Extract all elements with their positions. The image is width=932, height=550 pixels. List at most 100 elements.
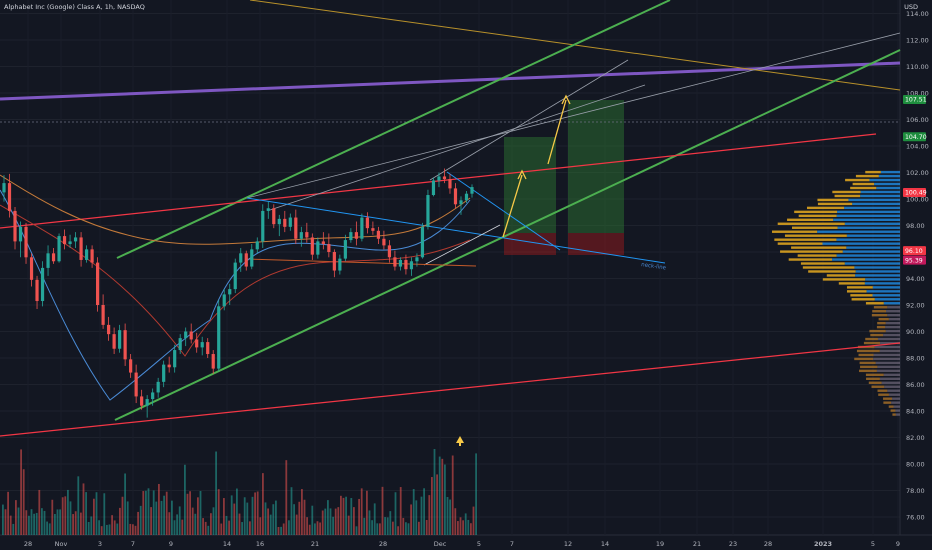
candle-body — [162, 364, 166, 382]
candle-body — [387, 245, 392, 258]
vp-bar-sell — [885, 321, 900, 325]
vp-bar-sell — [874, 182, 900, 186]
vp-bar-sell — [837, 226, 900, 229]
vp-bar-sell — [873, 353, 900, 357]
vp-bar-sell — [888, 317, 900, 321]
y-tick-label: 104.00 — [906, 142, 929, 150]
candle-body — [29, 257, 34, 280]
volume-bar — [48, 523, 51, 535]
volume-bar — [425, 519, 428, 535]
volume-bar — [277, 526, 280, 535]
vp-bar-sell — [836, 254, 900, 257]
y-tick-label: 76.00 — [906, 513, 925, 521]
volume-bar — [288, 520, 290, 535]
candle-body — [316, 241, 320, 255]
vp-bar-sell — [855, 270, 900, 273]
vp-bar-sell — [893, 405, 900, 408]
vp-bar-buy — [859, 369, 877, 373]
volume-bar — [2, 504, 4, 535]
volume-bar — [264, 502, 267, 535]
vp-bar-sell — [886, 310, 900, 313]
y-tick-label: 88.00 — [906, 354, 925, 362]
volume-bar — [59, 509, 61, 535]
volume-bar — [194, 513, 197, 535]
volume-bar — [433, 449, 436, 535]
volume-bar — [33, 513, 35, 535]
candle-body — [222, 294, 226, 307]
volume-bar — [95, 492, 98, 535]
volume-bar — [332, 516, 334, 535]
vp-bar-sell — [822, 242, 900, 245]
vp-bar-buy — [854, 357, 874, 361]
vp-bar-buy — [871, 314, 888, 317]
x-tick-label: 9 — [896, 540, 900, 548]
y-tick-label: 92.00 — [906, 301, 925, 309]
volume-bar — [347, 515, 350, 535]
volume-bar — [340, 495, 342, 535]
x-tick-label: 7 — [510, 540, 514, 548]
vp-bar-buy — [872, 310, 887, 313]
volume-bar — [280, 526, 282, 535]
neckline — [246, 197, 666, 264]
vp-bar-sell — [880, 170, 900, 174]
volume-bar — [418, 521, 420, 535]
vp-bar-sell — [869, 178, 900, 182]
vp-bar-buy — [878, 393, 889, 396]
event-marker-icon — [456, 436, 464, 446]
candle-body — [365, 217, 369, 229]
volume-bar — [93, 498, 95, 535]
volume-bar — [173, 520, 176, 535]
volume-bar — [176, 514, 178, 535]
loss-zone-2 — [568, 233, 624, 255]
vp-bar-buy — [863, 341, 881, 345]
vp-bar-buy — [797, 254, 837, 257]
neckline-label: neck-line — [641, 262, 667, 272]
vp-bar-sell — [848, 198, 900, 202]
volume-bar — [381, 486, 384, 535]
volume-bar — [228, 520, 230, 535]
volume-bar — [410, 504, 412, 535]
volume-bar — [251, 496, 254, 535]
vp-bar-sell — [883, 373, 900, 377]
volume-bar — [399, 487, 402, 535]
vp-bar-buy — [788, 258, 833, 261]
vp-bar-sell — [836, 214, 900, 218]
vp-bar-buy — [892, 413, 896, 416]
vp-bar-buy — [865, 373, 884, 377]
vp-bar-sell — [837, 210, 900, 214]
volume-bar — [431, 477, 433, 535]
volume-bar — [402, 517, 405, 535]
volume-bar — [35, 512, 38, 535]
candle-body — [96, 262, 100, 305]
x-tick-label: 5 — [477, 540, 481, 548]
volume-bar — [298, 501, 301, 535]
volume-bar — [246, 502, 249, 535]
vp-bar-buy — [860, 365, 878, 369]
time-axis[interactable]: 28 Nov 3 7 9 14 16 21 28 Dec 5 7 12 14 19 21 23 28 2023 5 9 — [24, 540, 900, 548]
arrow-projection-1 — [502, 169, 527, 238]
candle-body — [266, 208, 270, 211]
volume-bar — [462, 520, 464, 535]
volume-bar — [22, 469, 25, 535]
vp-bar-buy — [865, 337, 878, 341]
x-tick-label: Dec — [434, 540, 447, 548]
volume-bar — [329, 508, 332, 535]
candle-body — [73, 237, 78, 242]
vp-bar-sell — [852, 202, 900, 206]
volume-bar — [272, 504, 275, 535]
volume-bar — [233, 503, 236, 535]
x-tick-label: 14 — [601, 540, 609, 548]
vp-bar-buy — [792, 226, 838, 229]
volume-bar — [230, 495, 233, 535]
price-axis[interactable]: 114.00 112.00 110.00 108.00 106.00 104.00 102.… — [906, 10, 929, 522]
vp-bar-buy — [888, 405, 894, 408]
volume-bar — [103, 493, 106, 535]
candle-body — [426, 195, 430, 227]
vp-bar-buy — [877, 321, 886, 325]
price-tag-bg — [903, 246, 926, 256]
volume-bar — [215, 451, 217, 535]
volume-bar — [392, 521, 394, 535]
volume-bar — [178, 506, 181, 535]
vp-bar-buy — [877, 389, 888, 392]
